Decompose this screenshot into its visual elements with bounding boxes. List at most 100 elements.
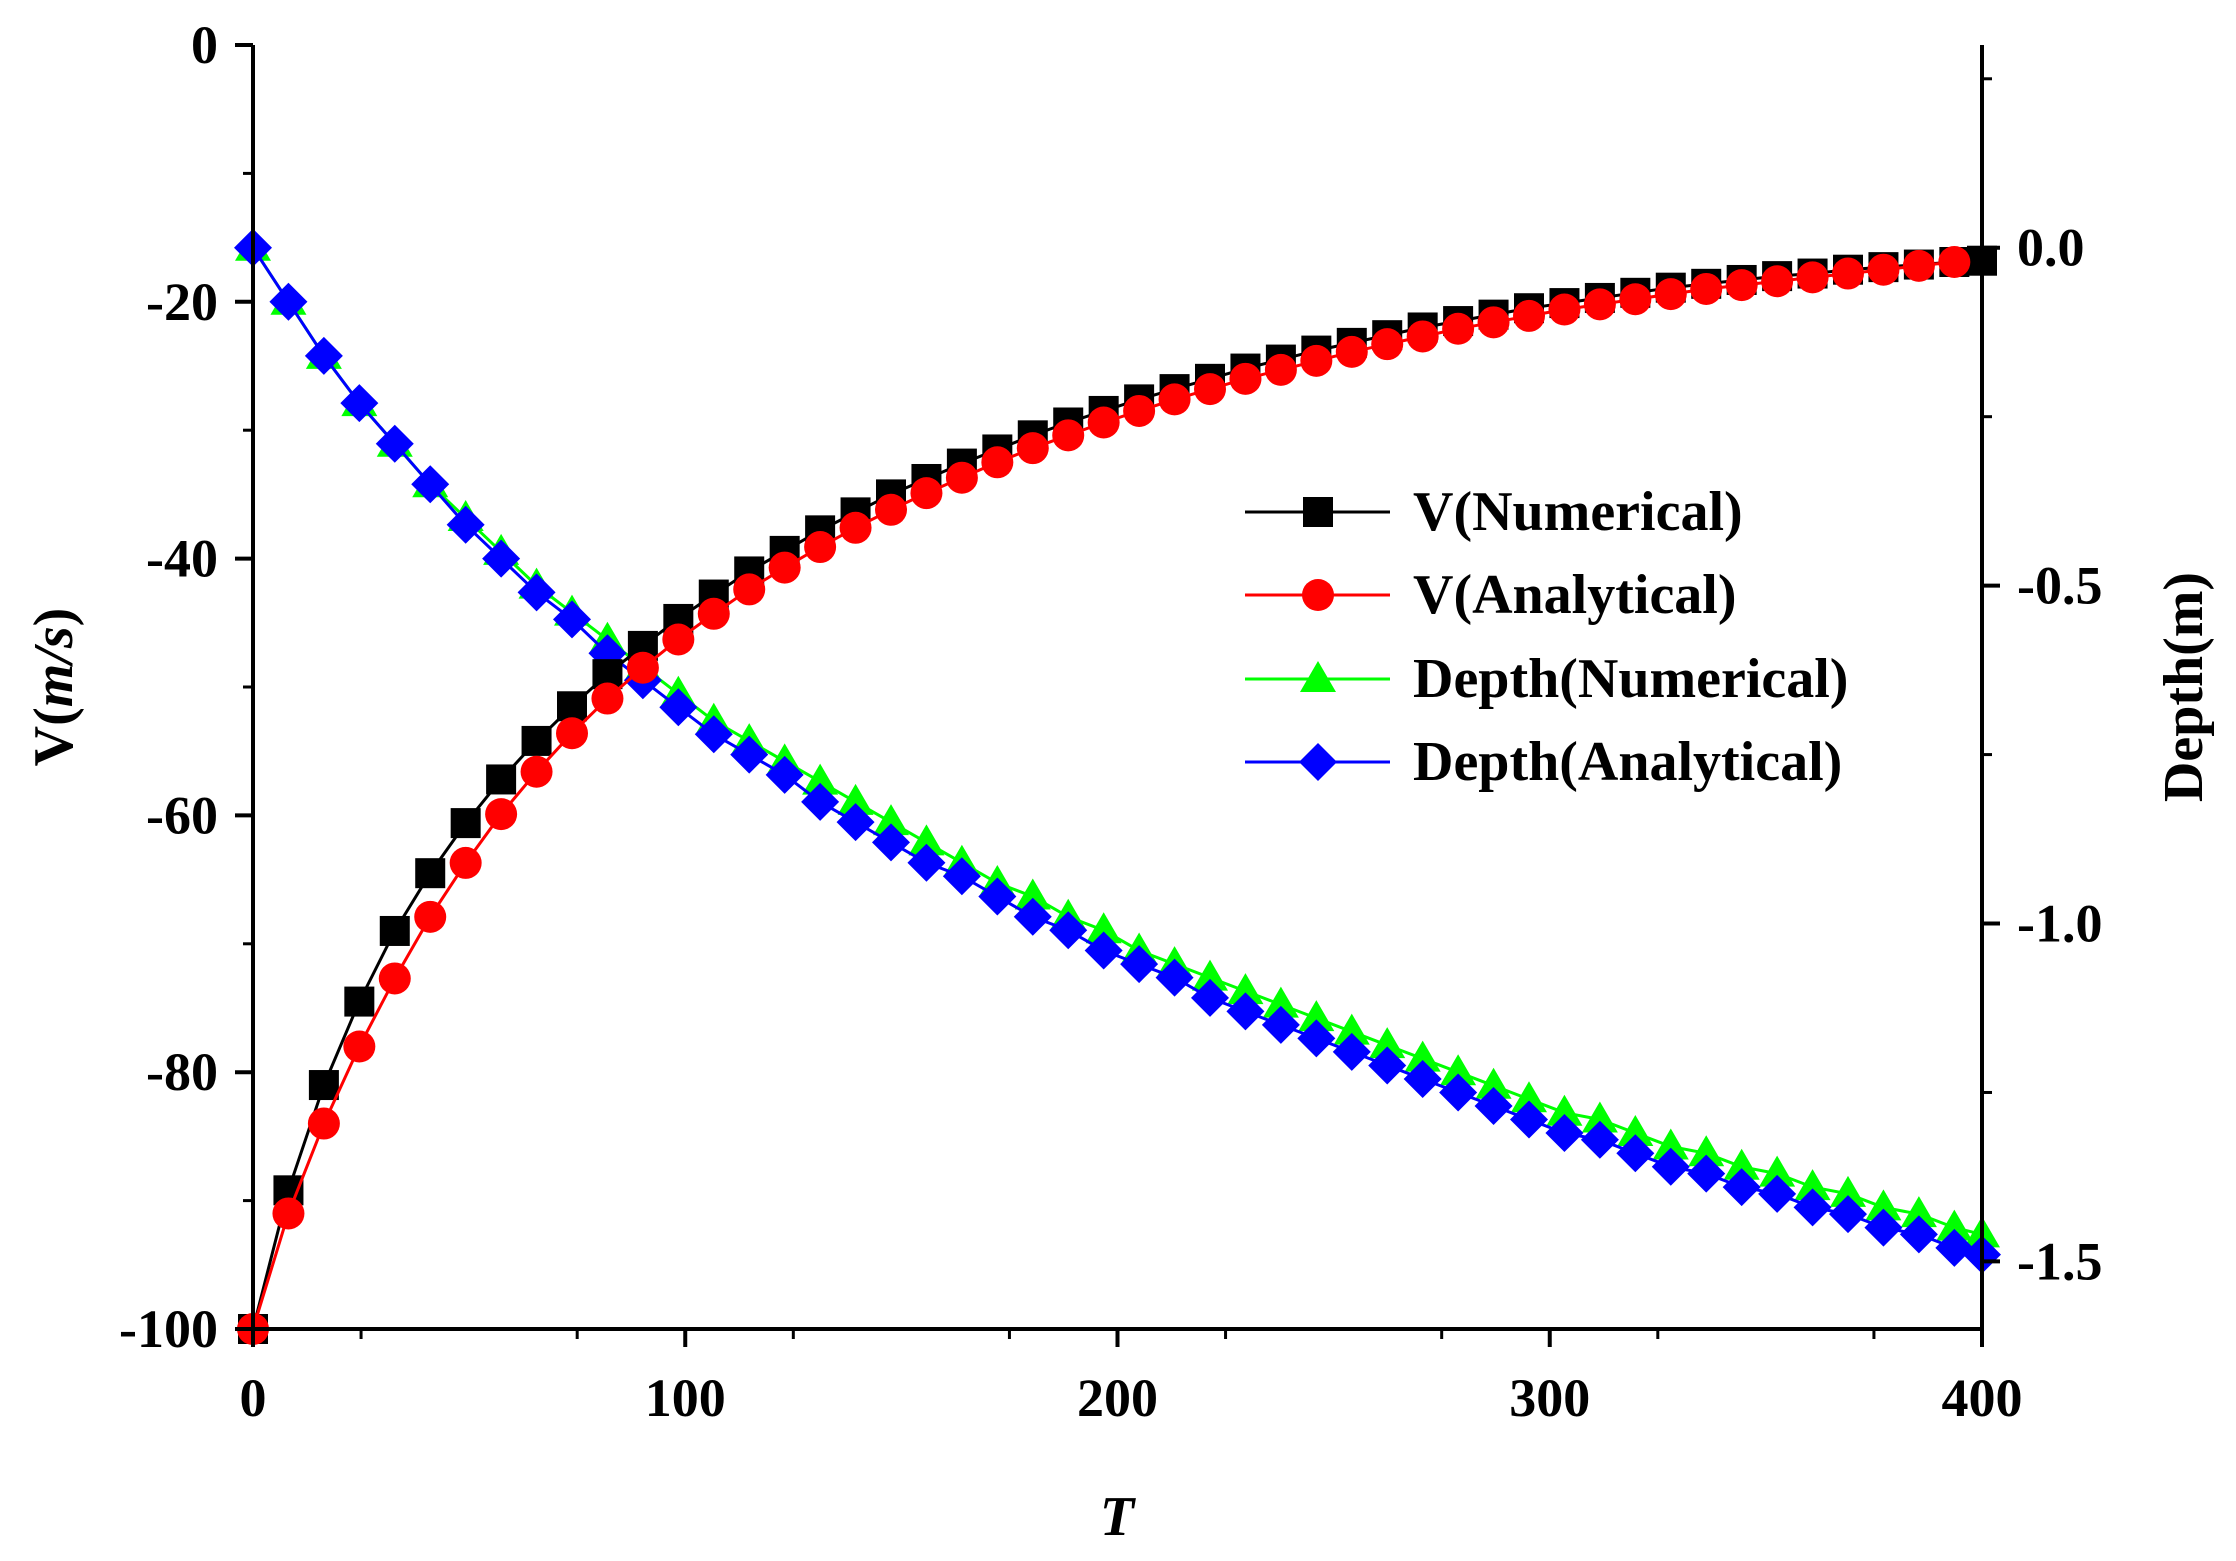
data-point-diamond	[730, 735, 769, 774]
legend-marker-square	[1303, 497, 1333, 527]
data-point-circle	[1477, 306, 1510, 339]
data-point-triangle	[873, 804, 910, 836]
data-point-circle	[1832, 257, 1865, 290]
x-tick-label: 400	[1942, 1368, 2023, 1428]
data-point-circle	[1761, 265, 1794, 298]
ticks-layer: 0 100 200 300 400 0 -20 -40 -60 -80 -100 0.0 -0.5 -1.…	[119, 15, 2102, 1428]
data-point-circle	[1583, 288, 1616, 321]
data-point-triangle	[1085, 912, 1122, 944]
data-point-diamond	[978, 877, 1017, 916]
series-layer	[234, 228, 2001, 1345]
data-point-triangle	[802, 763, 839, 795]
data-point-circle	[1902, 249, 1935, 282]
data-point-triangle	[1475, 1067, 1512, 1099]
data-point-circle	[556, 717, 589, 750]
data-point-square	[344, 986, 375, 1017]
x-tick-label: 300	[1509, 1368, 1590, 1428]
data-point-diamond	[482, 539, 521, 578]
data-point-circle	[485, 798, 518, 831]
data-point-diamond	[1899, 1215, 1938, 1254]
data-point-circle	[378, 962, 411, 995]
data-point-circle	[1123, 394, 1156, 427]
data-point-circle	[733, 573, 766, 606]
data-point-triangle	[1759, 1155, 1796, 1187]
data-point-square	[521, 725, 552, 756]
y-left-tick-label: -100	[119, 1299, 218, 1359]
data-point-circle	[981, 446, 1014, 479]
y-left-axis-title: V(m/s)	[23, 608, 85, 767]
data-point-circle	[1619, 283, 1652, 316]
data-point-circle	[1335, 335, 1368, 368]
data-point-circle	[449, 846, 482, 879]
data-point-circle	[343, 1030, 376, 1063]
data-point-triangle	[1617, 1115, 1654, 1147]
data-point-circle	[591, 682, 624, 715]
y-right-axis-title: Depth(m)	[2153, 572, 2215, 802]
data-point-circle	[1548, 293, 1581, 326]
legend-marker-triangle	[1300, 661, 1336, 692]
data-point-circle	[1194, 373, 1227, 406]
x-tick-label: 0	[240, 1368, 267, 1428]
y-left-tick-label: -40	[146, 529, 218, 589]
data-point-circle	[307, 1107, 340, 1140]
data-point-triangle	[1652, 1128, 1689, 1160]
data-point-square	[415, 858, 446, 889]
data-point-circle	[1052, 419, 1085, 452]
data-point-diamond	[1793, 1188, 1832, 1227]
data-point-square	[308, 1070, 339, 1101]
x-tick-label: 100	[645, 1368, 726, 1428]
y-left-tick-label: 0	[191, 15, 218, 75]
data-point-diamond	[1829, 1195, 1868, 1234]
data-point-diamond	[1332, 1032, 1371, 1071]
data-point-diamond	[411, 465, 450, 504]
legend-entry-v-analytical: V(Analytical)	[1245, 564, 1737, 626]
legend-label-v-numerical: V(Numerical)	[1413, 481, 1743, 543]
legend-entry-v-numerical: V(Numerical)	[1245, 481, 1743, 543]
data-point-circle	[272, 1197, 305, 1230]
data-point-diamond	[446, 505, 485, 544]
data-point-diamond	[1368, 1046, 1407, 1085]
data-point-circle	[875, 493, 908, 526]
legend-label-depth-numerical: Depth(Numerical)	[1413, 648, 1848, 710]
data-point-circle	[697, 597, 730, 630]
data-point-circle	[1016, 432, 1049, 465]
data-point-diamond	[1013, 897, 1052, 936]
data-point-square	[379, 915, 410, 946]
data-point-diamond	[942, 857, 981, 896]
legend-marker-diamond	[1299, 743, 1337, 781]
data-point-triangle	[1794, 1169, 1831, 1201]
data-point-triangle	[1262, 986, 1299, 1018]
data-point-diamond	[694, 715, 733, 754]
y-left-tick-label: -80	[146, 1042, 218, 1102]
data-point-diamond	[1474, 1086, 1513, 1125]
data-point-circle	[520, 755, 553, 788]
y-left-tick-label: -20	[146, 272, 218, 332]
data-point-diamond	[1864, 1208, 1903, 1247]
y-left-title-italic: m/s	[23, 626, 85, 707]
data-point-triangle	[837, 783, 874, 815]
data-point-diamond	[1616, 1134, 1655, 1173]
data-point-square	[557, 691, 588, 722]
legend-marker-circle	[1302, 579, 1334, 611]
data-point-triangle	[1688, 1135, 1725, 1167]
data-point-circle	[804, 531, 837, 564]
data-point-square	[450, 808, 481, 839]
data-point-diamond	[1297, 1019, 1336, 1058]
x-tick-label: 200	[1077, 1368, 1158, 1428]
data-point-diamond	[659, 688, 698, 727]
data-point-diamond	[1226, 992, 1265, 1031]
legend: V(Numerical) V(Analytical) Depth(Numeric…	[1245, 481, 1848, 793]
legend-label-depth-analytical: Depth(Analytical)	[1413, 731, 1842, 793]
data-point-diamond	[1935, 1228, 1974, 1267]
data-point-triangle	[1865, 1189, 1902, 1221]
data-point-triangle	[1581, 1101, 1618, 1133]
legend-entry-depth-numerical: Depth(Numerical)	[1245, 648, 1848, 710]
data-point-triangle	[1723, 1148, 1760, 1180]
data-point-diamond	[765, 755, 804, 794]
data-point-diamond	[1510, 1100, 1549, 1139]
data-point-diamond	[907, 843, 946, 882]
data-point-triangle	[1227, 973, 1264, 1005]
data-point-triangle	[1440, 1054, 1477, 1086]
data-point-circle	[1690, 272, 1723, 305]
data-point-circle	[1300, 344, 1333, 377]
